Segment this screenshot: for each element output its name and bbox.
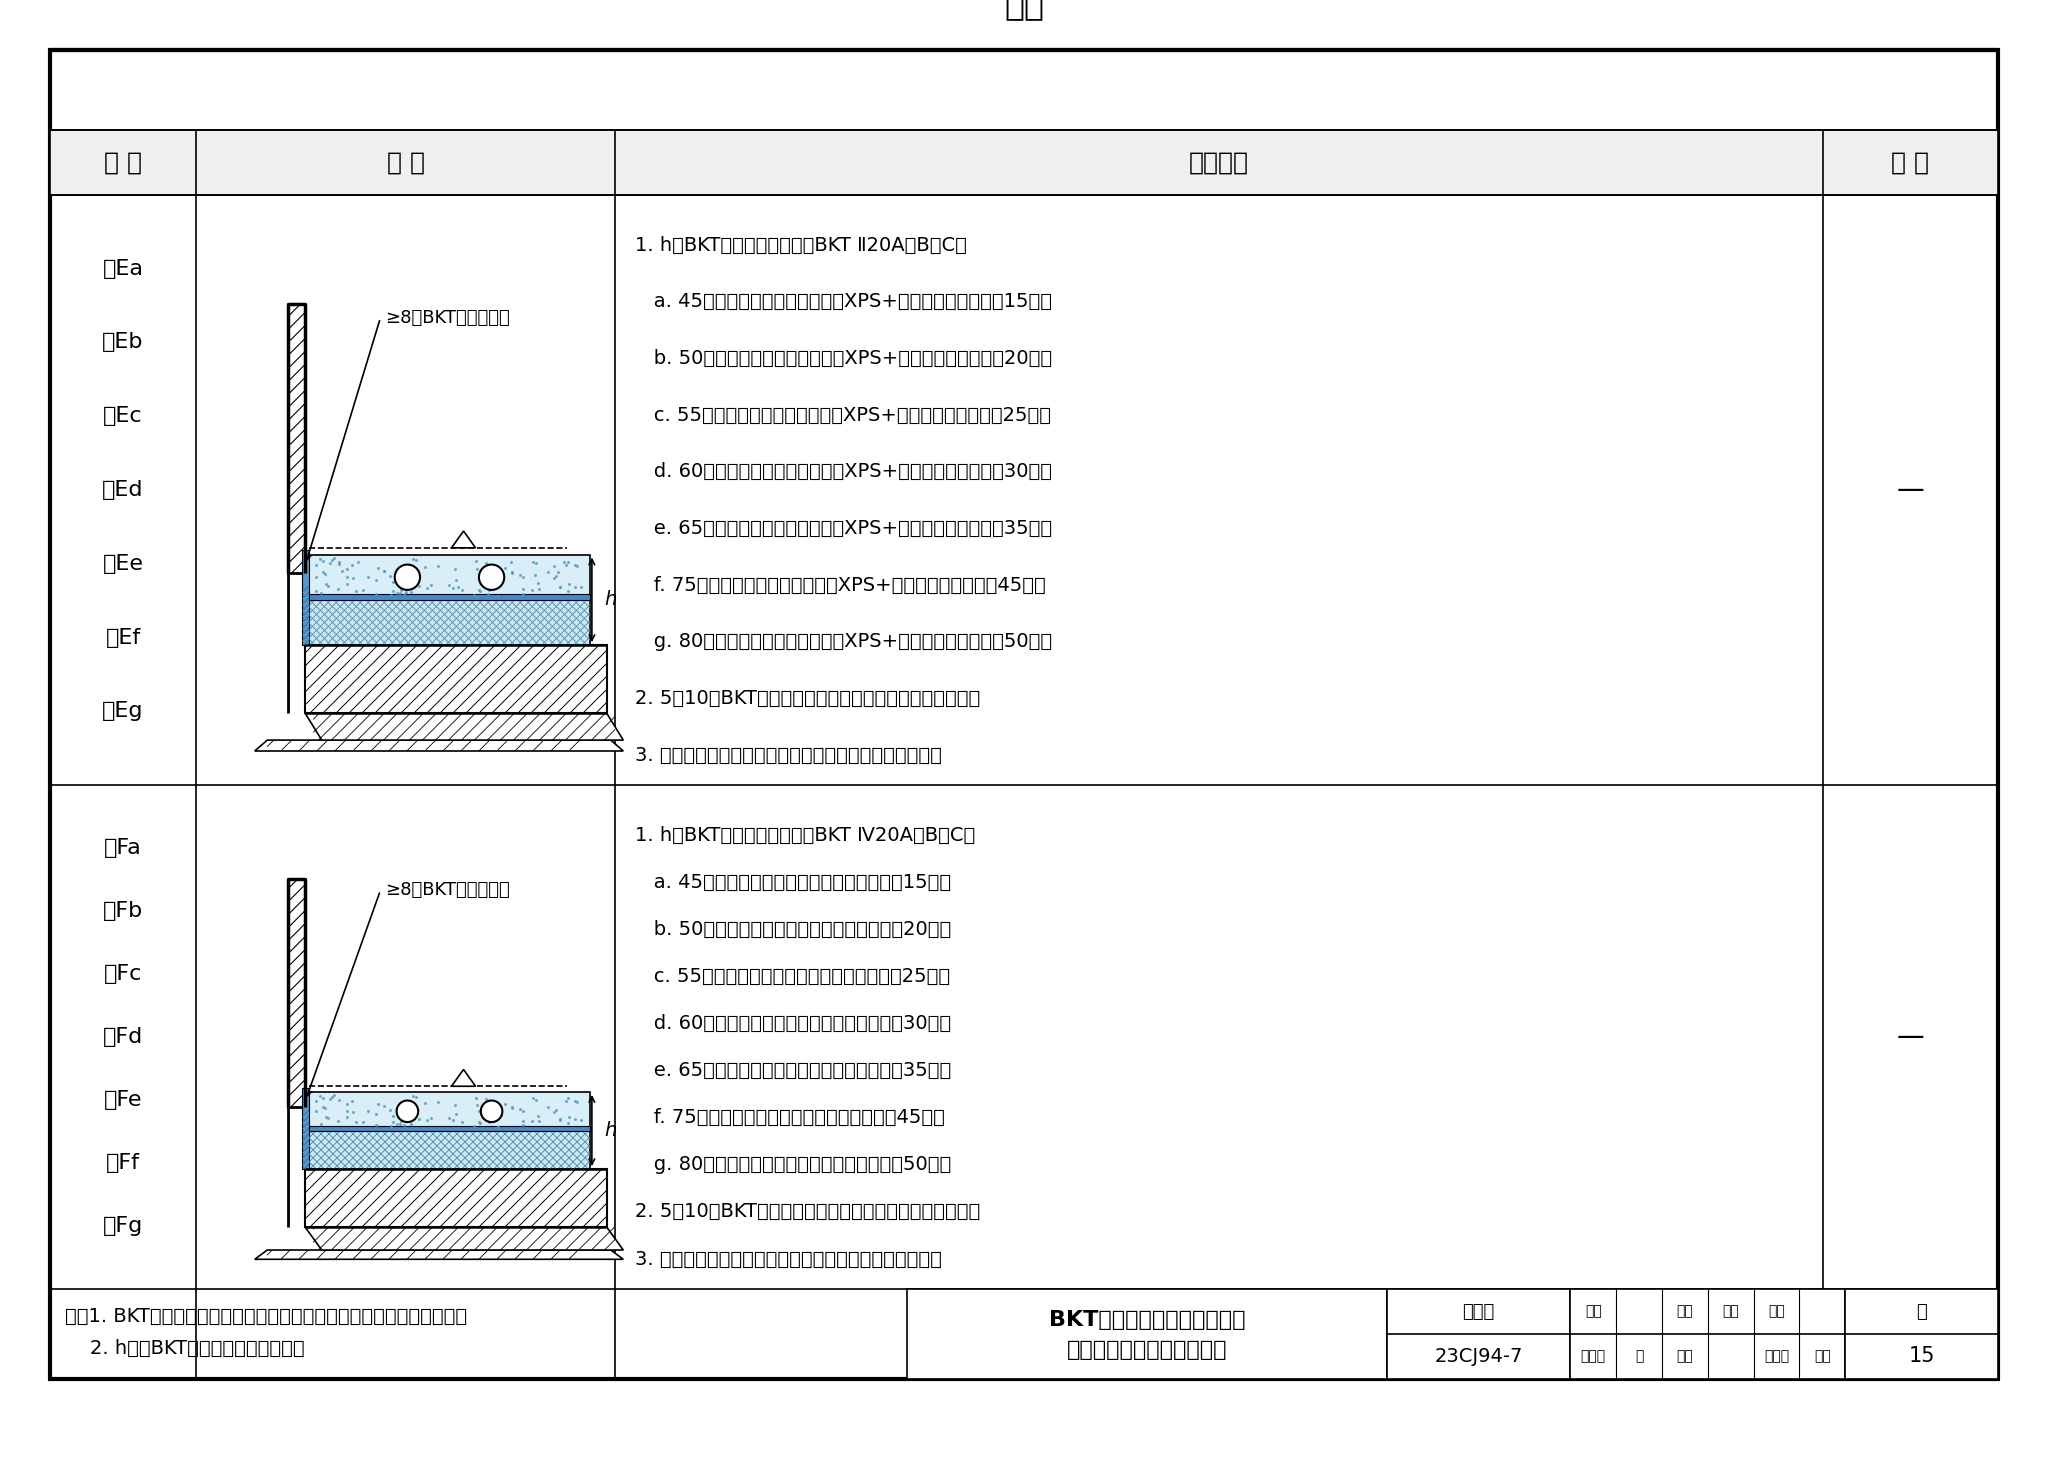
Text: 楼Ff: 楼Ff: [106, 1153, 139, 1173]
Text: 2. h表示BKT隔声保温预制板厚度。: 2. h表示BKT隔声保温预制板厚度。: [66, 1339, 305, 1358]
Text: 楼Ea: 楼Ea: [102, 258, 143, 279]
Text: 设计: 设计: [1767, 1304, 1786, 1319]
Polygon shape: [305, 1227, 623, 1250]
Text: 3. 现浇钢筋混凝土楼板或预制楼板现浇叠合层，随搞随抹: 3. 现浇钢筋混凝土楼板或预制楼板现浇叠合层，随搞随抹: [635, 1249, 942, 1268]
Text: d. 60厚（其中隔声保温芯材石墨XPS+交联聚乙烯发泡材料30厚）: d. 60厚（其中隔声保温芯材石墨XPS+交联聚乙烯发泡材料30厚）: [635, 463, 1053, 481]
Text: 楼Fd: 楼Fd: [102, 1027, 143, 1048]
Bar: [49, 130, 1999, 196]
Text: 1. h厚BKT隔声保温预制板（BKT Ⅳ20A、B、C）: 1. h厚BKT隔声保温预制板（BKT Ⅳ20A、B、C）: [635, 826, 975, 845]
Text: d. 60厚（其中隔声保温芯材无机聚苯复合板30厚）: d. 60厚（其中隔声保温芯材无机聚苯复合板30厚）: [635, 1014, 950, 1033]
Text: g. 80厚（其中隔声保温芯材石墨XPS+交联聚乙烯发泡材料50厚）: g. 80厚（其中隔声保温芯材石墨XPS+交联聚乙烯发泡材料50厚）: [635, 632, 1053, 651]
Text: 楼Fa: 楼Fa: [104, 837, 141, 858]
Text: 构造做法: 构造做法: [1188, 150, 1249, 175]
Text: b. 50厚（其中隔声保温芯材无机聚苯复合板20厚）: b. 50厚（其中隔声保温芯材无机聚苯复合板20厚）: [635, 919, 950, 938]
Text: 楼Fc: 楼Fc: [104, 964, 141, 983]
Bar: [305, 1169, 606, 1227]
Polygon shape: [254, 740, 623, 751]
Bar: [1845, 1288, 1999, 1379]
Text: 图集号: 图集号: [1462, 1303, 1495, 1320]
Text: h: h: [604, 591, 616, 610]
Text: 2. 5～10厚BKT粘结调平砂浆或胶粘剂（见具体工程设计）: 2. 5～10厚BKT粘结调平砂浆或胶粘剂（见具体工程设计）: [635, 1202, 981, 1221]
Text: 楼Eg: 楼Eg: [102, 702, 143, 721]
Circle shape: [397, 1100, 418, 1122]
Text: 楼Ec: 楼Ec: [102, 406, 143, 426]
Text: ≥8厚BKT竖向隔声片: ≥8厚BKT竖向隔声片: [385, 881, 510, 900]
Text: 页: 页: [1917, 1303, 1927, 1320]
Text: 楼Fg: 楼Fg: [102, 1215, 143, 1236]
Circle shape: [481, 1100, 502, 1122]
Polygon shape: [305, 713, 623, 740]
Bar: [289, 878, 305, 1107]
Polygon shape: [254, 1250, 623, 1259]
Text: a. 45厚（其中隔声保温芯材无机聚苯复合板15厚）: a. 45厚（其中隔声保温芯材无机聚苯复合板15厚）: [635, 872, 950, 891]
Bar: [309, 594, 590, 600]
Text: 附 注: 附 注: [1892, 150, 1929, 175]
Text: 3. 现浇钢筋混凝土楼板或预制楼板现浇叠合层，随搞随抹: 3. 现浇钢筋混凝土楼板或预制楼板现浇叠合层，随搞随抹: [635, 746, 942, 765]
Text: e. 65厚（其中隔声保温芯材石墨XPS+交联聚乙烯发泡材料35厚）: e. 65厚（其中隔声保温芯材石墨XPS+交联聚乙烯发泡材料35厚）: [635, 519, 1053, 538]
Text: 李倩: 李倩: [1677, 1350, 1694, 1364]
Bar: [309, 1091, 590, 1131]
Bar: [1386, 1288, 1571, 1379]
Text: 崇娥: 崇娥: [1815, 1350, 1831, 1364]
Text: f. 75厚（其中隔声保温芯材无机聚苯复合板45厚）: f. 75厚（其中隔声保温芯材无机聚苯复合板45厚）: [635, 1109, 944, 1128]
Polygon shape: [451, 1069, 475, 1087]
Text: g. 80厚（其中隔声保温芯材无机聚苯复合板50厚）: g. 80厚（其中隔声保温芯材无机聚苯复合板50厚）: [635, 1156, 950, 1174]
Bar: [305, 645, 606, 713]
Text: 续表: 续表: [1004, 0, 1044, 22]
Text: 楼Fe: 楼Fe: [104, 1090, 141, 1110]
Text: b. 50厚（其中隔声保温芯材石墨XPS+交联聚乙烯发泡材料20厚）: b. 50厚（其中隔声保温芯材石墨XPS+交联聚乙烯发泡材料20厚）: [635, 349, 1053, 368]
Text: 审核: 审核: [1585, 1304, 1602, 1319]
Bar: [309, 1131, 590, 1169]
Text: 注：1. BKT隔声保温预制板的隔声性能参数应通过实验室或现场检测得。: 注：1. BKT隔声保温预制板的隔声性能参数应通过实验室或现场检测得。: [66, 1307, 467, 1326]
Text: 1. h厚BKT隔声保温预制板（BKT Ⅱ20A、B、C）: 1. h厚BKT隔声保温预制板（BKT Ⅱ20A、B、C）: [635, 235, 967, 254]
Text: 校对: 校对: [1677, 1304, 1694, 1319]
Bar: [1571, 1288, 1845, 1379]
Bar: [309, 1126, 590, 1131]
Text: 崇永康: 崇永康: [1763, 1350, 1790, 1364]
Text: f. 75厚（其中隔声保温芯材石墨XPS+交联聚乙烯发泡材料45厚）: f. 75厚（其中隔声保温芯材石墨XPS+交联聚乙烯发泡材料45厚）: [635, 575, 1047, 594]
Text: 楼Ee: 楼Ee: [102, 554, 143, 573]
Text: BKT装配式隔声保温浮筑楼面: BKT装配式隔声保温浮筑楼面: [1049, 1310, 1245, 1331]
Text: a. 45厚（其中隔声保温芯材石墨XPS+交联聚乙烯发泡材料15厚）: a. 45厚（其中隔声保温芯材石墨XPS+交联聚乙烯发泡材料15厚）: [635, 292, 1053, 311]
Text: ≥8厚BKT竖向隔声片: ≥8厚BKT竖向隔声片: [385, 309, 510, 327]
Text: 23CJ94-7: 23CJ94-7: [1434, 1347, 1524, 1366]
Bar: [907, 1288, 1386, 1379]
Text: 楼Ef: 楼Ef: [104, 627, 141, 648]
Circle shape: [395, 565, 420, 589]
Text: c. 55厚（其中隔声保温芯材石墨XPS+交联聚乙烯发泡材料25厚）: c. 55厚（其中隔声保温芯材石墨XPS+交联聚乙烯发泡材料25厚）: [635, 406, 1051, 425]
Text: 编 号: 编 号: [104, 150, 141, 175]
Text: —: —: [1896, 476, 1925, 503]
Text: h: h: [604, 1121, 616, 1139]
Text: 楼Fb: 楼Fb: [102, 902, 143, 921]
Circle shape: [479, 565, 504, 589]
Text: （地面辐射供暖）构造做法: （地面辐射供暖）构造做法: [1067, 1339, 1227, 1360]
Text: —: —: [1896, 1023, 1925, 1050]
Bar: [289, 305, 305, 573]
Text: 楼Eb: 楼Eb: [102, 333, 143, 353]
Text: 2. 5～10厚BKT粘结调平砂浆或胶粘剂（见具体工程设计）: 2. 5～10厚BKT粘结调平砂浆或胶粘剂（见具体工程设计）: [635, 689, 981, 708]
Text: 简 图: 简 图: [387, 150, 424, 175]
Text: 容: 容: [1634, 1350, 1642, 1364]
Text: c. 55厚（其中隔声保温芯材无机聚苯复合板25厚）: c. 55厚（其中隔声保温芯材无机聚苯复合板25厚）: [635, 967, 950, 986]
Bar: [301, 1088, 309, 1169]
Text: 专编: 专编: [1722, 1304, 1739, 1319]
Bar: [309, 600, 590, 645]
Text: 日文季: 日文季: [1581, 1350, 1606, 1364]
Text: 楼Ed: 楼Ed: [102, 480, 143, 500]
Text: e. 65厚（其中隔声保温芯材无机聚苯复合板35厚）: e. 65厚（其中隔声保温芯材无机聚苯复合板35厚）: [635, 1061, 950, 1080]
Text: 15: 15: [1909, 1347, 1935, 1367]
Bar: [301, 550, 309, 645]
Polygon shape: [451, 531, 475, 547]
Bar: [309, 554, 590, 600]
